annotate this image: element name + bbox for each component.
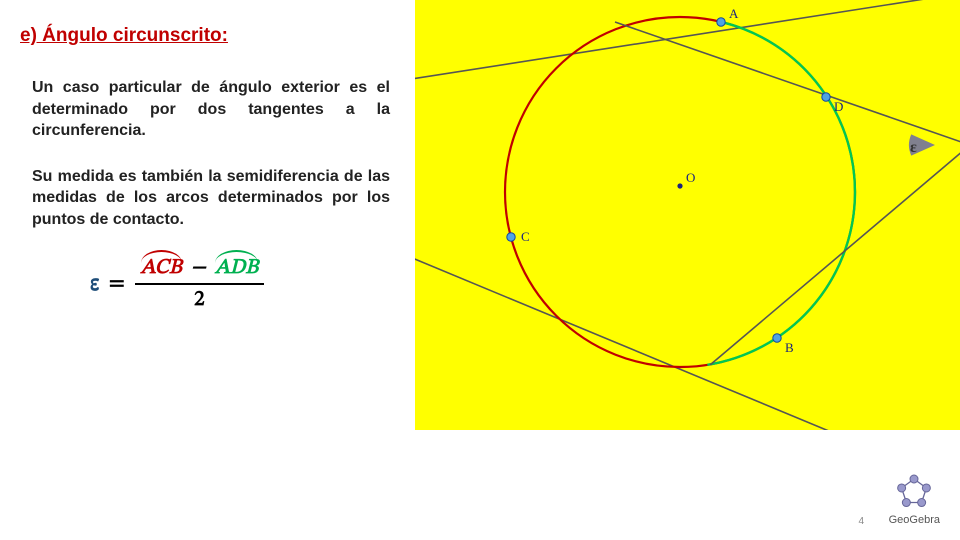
geogebra-logo-text: GeoGebra (889, 514, 940, 526)
geometry-diagram: ε O A B C D (415, 0, 960, 430)
formula-minus: − (187, 257, 210, 278)
formula: ε = ACB − ADB 2 (90, 255, 400, 313)
formula-denominator: 2 (135, 285, 265, 313)
svg-text:C: C (521, 229, 530, 244)
geogebra-logo: GeoGebra (889, 474, 940, 528)
paragraph-2: Su medida es también la semidiferencia d… (20, 166, 400, 231)
svg-text:O: O (686, 170, 695, 185)
geogebra-logo-icon (892, 474, 936, 508)
svg-text:D: D (834, 99, 843, 114)
formula-arc-adb: ADB (215, 255, 258, 281)
paragraph-1: Un caso particular de ángulo exterior es… (20, 77, 400, 142)
formula-arc-acb: ACB (141, 255, 182, 281)
svg-text:A: A (729, 6, 739, 21)
svg-text:ε: ε (910, 139, 917, 156)
formula-fraction: ACB − ADB 2 (135, 255, 265, 313)
page-number: 4 (858, 516, 864, 527)
section-title: e) Ángulo circunscrito: (20, 25, 400, 47)
svg-text:B: B (785, 340, 794, 355)
formula-equals: = (103, 273, 131, 295)
formula-epsilon: ε (90, 272, 99, 296)
